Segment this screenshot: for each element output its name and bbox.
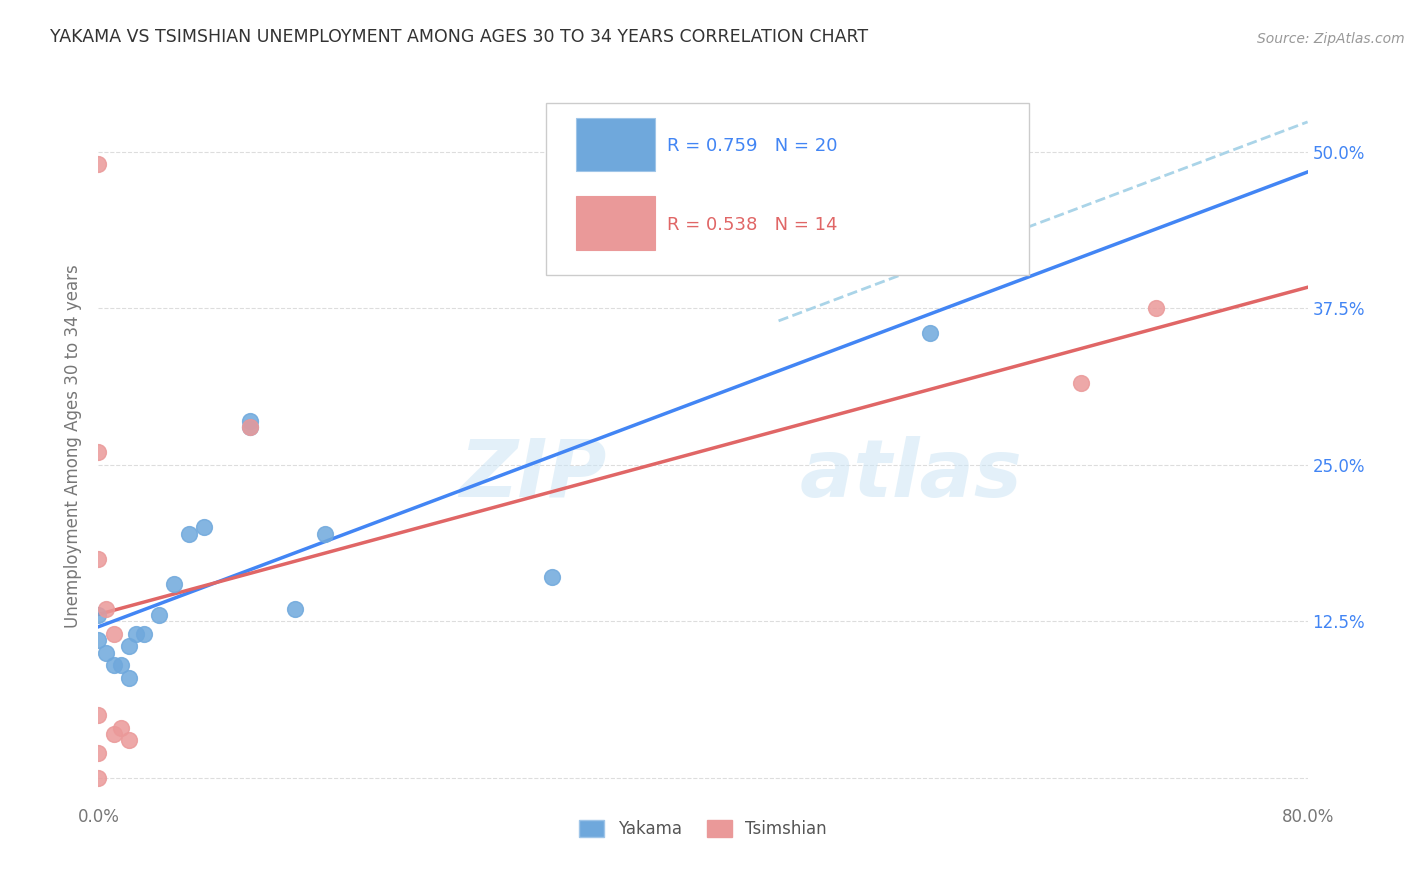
Text: Source: ZipAtlas.com: Source: ZipAtlas.com (1257, 32, 1405, 46)
Point (239, 414, 262, 428)
Point (1070, 376, 1092, 391)
Y-axis label: Unemployment Among Ages 30 to 34 years: Unemployment Among Ages 30 to 34 years (65, 264, 83, 628)
Point (918, 326, 941, 341)
Point (118, 733, 141, 747)
Point (94, 646, 117, 660)
Point (118, 640, 141, 654)
Legend: Yakama, Tsimshian: Yakama, Tsimshian (572, 813, 834, 845)
Point (193, 520, 215, 534)
FancyBboxPatch shape (546, 103, 1029, 275)
Point (239, 420, 262, 434)
Point (87, 771, 110, 785)
Text: R = 0.538   N = 14: R = 0.538 N = 14 (666, 216, 837, 234)
Point (87, 607, 110, 622)
Point (132, 627, 155, 641)
Point (103, 727, 125, 741)
Point (110, 658, 132, 673)
Text: atlas: atlas (800, 435, 1022, 514)
Point (284, 601, 307, 615)
Point (540, 570, 562, 584)
Point (87, 551, 110, 566)
Point (148, 607, 170, 622)
Text: R = 0.759   N = 20: R = 0.759 N = 20 (666, 137, 837, 155)
Text: YAKAMA VS TSIMSHIAN UNEMPLOYMENT AMONG AGES 30 TO 34 YEARS CORRELATION CHART: YAKAMA VS TSIMSHIAN UNEMPLOYMENT AMONG A… (51, 29, 868, 46)
FancyBboxPatch shape (576, 196, 655, 250)
Point (110, 721, 132, 735)
Point (103, 627, 125, 641)
Point (87, 157, 110, 171)
Text: ZIP: ZIP (458, 435, 606, 514)
FancyBboxPatch shape (576, 118, 655, 171)
Point (94, 601, 117, 615)
Point (994, 244, 1017, 259)
Point (103, 658, 125, 673)
Point (314, 526, 336, 541)
Point (87, 746, 110, 760)
Point (87, 445, 110, 459)
Point (1144, 301, 1167, 316)
Point (239, 420, 262, 434)
Point (118, 671, 141, 685)
Point (179, 526, 201, 541)
Point (87, 708, 110, 723)
Point (87, 633, 110, 648)
Point (163, 576, 186, 591)
Point (125, 627, 148, 641)
